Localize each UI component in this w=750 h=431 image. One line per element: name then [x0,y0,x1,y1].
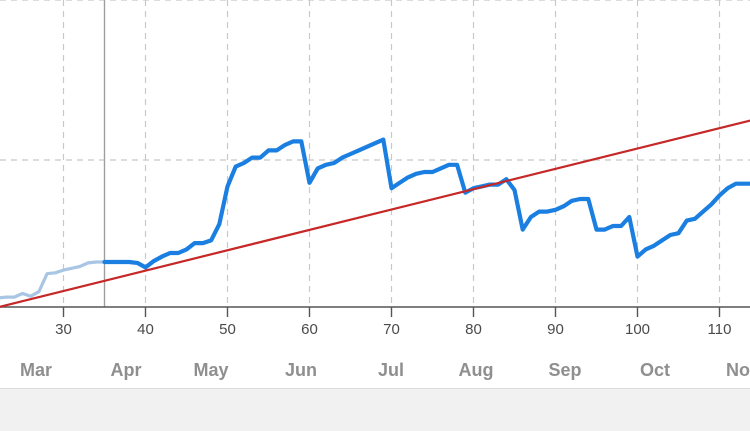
x-tick-label: 60 [301,321,318,338]
month-label: Oct [640,360,670,380]
x-tick-label: 40 [137,321,154,338]
x-tick-label: 110 [708,321,732,338]
x-tick-label: 90 [547,321,564,338]
month-labels: Mar Apr May Jun Jul Aug Sep Oct Nov [20,360,750,380]
month-label: Apr [111,360,142,380]
month-label: Sep [548,360,581,380]
x-tick-label: 30 [55,321,72,338]
x-tick-label: 70 [383,321,400,338]
month-label: Nov [726,360,750,380]
bottom-panel [0,388,750,431]
x-tick-label: 100 [625,321,650,338]
month-label: Jul [378,360,404,380]
month-label: Aug [459,360,494,380]
history-line [0,262,104,298]
month-label: Mar [20,360,52,380]
x-tick-label: 50 [219,321,236,338]
month-label: Jun [285,360,317,380]
line-chart: 30 40 50 60 70 80 90 100 110 Mar Apr May Jun Jul Aug S… [0,0,750,388]
x-tick-label: 80 [465,321,482,338]
month-label: May [193,360,228,380]
forecast-line [105,140,750,268]
x-axis [0,307,750,317]
x-tick-labels: 30 40 50 60 70 80 90 100 110 [55,321,731,338]
